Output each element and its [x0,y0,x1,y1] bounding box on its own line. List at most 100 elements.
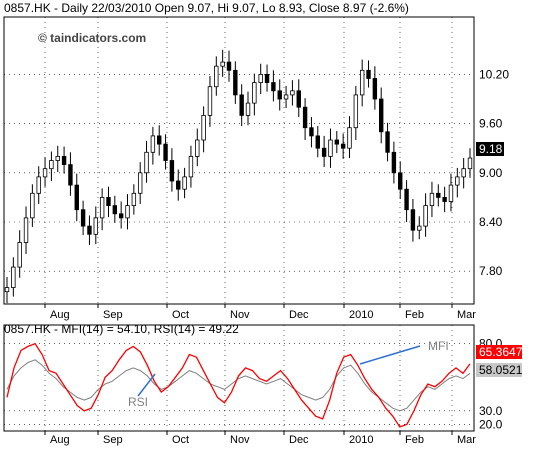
price-candle-body [258,74,263,84]
price-candle-body [334,139,340,145]
price-candle-body [201,115,206,141]
price-candle-body [448,184,454,202]
price-chart-title: 0857.HK - Daily 22/03/2010 Open 9.07, Hi… [4,1,409,15]
price-candle-body [118,213,124,219]
price-candle-body [347,127,352,149]
indicator-grid [4,325,474,431]
rsi-annotation-label: RSI [128,395,148,409]
indicator-x-tick-label: Dec [289,434,309,446]
price-candle-body [195,139,200,157]
price-candle-body [461,168,466,178]
price-candle-body [277,90,282,100]
indicator-x-tick-label: Nov [230,434,250,446]
price-candle-body [366,69,371,79]
price-candle-body [455,176,460,186]
price-candle-body [150,135,156,153]
price-panel-frame [3,16,475,305]
axis-labels: Aug Aug Sep Sep Oct Oct Nov Nov Dec Dec 2010 2010 Fe… [44,67,509,446]
price-candle-body [163,143,168,161]
price-candle-body [328,139,333,157]
price-candle-body [436,192,441,198]
price-candle-body [93,217,98,235]
price-candle-body [80,209,86,227]
price-grid [4,17,474,304]
price-candle-body [398,172,403,190]
mfi-value-label: 65.3647 [479,345,523,359]
price-y-tick-label: 8.40 [479,215,503,229]
price-y-tick-label: 9.60 [479,117,503,131]
price-candle-body [391,151,397,174]
price-candle-body [176,180,181,190]
mfi-value-badge [476,345,522,359]
indicator-x-tick-label: Aug [50,434,70,446]
price-candles [4,49,473,304]
price-candle-body [23,217,29,243]
price-candle-body [36,176,41,194]
price-x-tick-label: 2010 [349,309,373,321]
indicator-x-tick-label: Mar [457,434,476,446]
price-candle-body [42,168,48,178]
price-x-tick-label: Sep [103,309,123,321]
price-candle-body [112,205,118,215]
price-candle-body [353,94,359,129]
price-candle-body [379,98,384,133]
price-x-tick-label: Aug [50,309,70,321]
indicator-y-tick-label: 20.0 [479,417,503,431]
last-price-badge [476,142,504,156]
price-candle-body [157,135,162,145]
price-candle-body [214,65,219,88]
price-candle-body [264,74,270,84]
price-candle-body [359,69,365,96]
indicator-lines [6,342,471,428]
rsi-value-badge [476,363,522,377]
price-candle-body [404,188,409,211]
price-candle-body [239,94,244,116]
price-candle-body [131,192,137,207]
price-candle-body [207,86,213,116]
price-y-tick-label: 9.00 [479,166,503,180]
price-candle-body [87,225,92,235]
price-candle-body [106,196,111,206]
price-candle-body [30,192,35,219]
price-x-tick-label: Oct [172,309,189,321]
price-candle-body [417,225,422,231]
price-x-tick-label: Mar [457,309,476,321]
price-y-tick-label: 10.20 [479,67,509,81]
indicator-x-tick-label: 2010 [349,434,373,446]
price-candle-body [302,106,308,129]
price-candle-body [233,69,238,96]
price-candle-body [61,155,67,165]
indicator-chart-title: 0857.HK - MFI(14) = 54.10, RSI(14) = 49.… [4,322,239,336]
price-candle-body [74,184,79,211]
price-candle-body [49,160,54,170]
mfi-annotation-label: MFI [428,339,449,353]
last-price-label: 9.18 [479,142,503,156]
price-candle-body [4,287,10,293]
price-candle-body [290,90,295,96]
price-candle-body [309,127,314,137]
price-candle-body [99,196,105,219]
watermark-text: © taindicators.com [38,31,146,45]
price-candle-body [137,172,143,194]
price-candle-body [271,82,276,92]
price-candle-body [144,151,149,174]
indicator-x-tick-label: Feb [405,434,424,446]
price-candle-body [188,155,194,178]
indicator-x-tick-label: Sep [103,434,123,446]
price-candle-body [220,61,225,67]
price-candle-body [340,143,346,149]
price-candle-body [385,131,390,153]
price-candle-body [252,82,257,104]
price-x-tick-label: Dec [289,309,309,321]
price-candle-body [296,90,301,108]
price-candle-body [315,135,320,149]
rsi-series-line [6,359,471,412]
price-candle-body [17,242,22,268]
price-candle-body [410,209,416,231]
price-candle-body [125,205,130,219]
price-candle-body [226,61,232,71]
price-candle-body [321,147,327,157]
price-y-tick-label: 7.80 [479,264,503,278]
